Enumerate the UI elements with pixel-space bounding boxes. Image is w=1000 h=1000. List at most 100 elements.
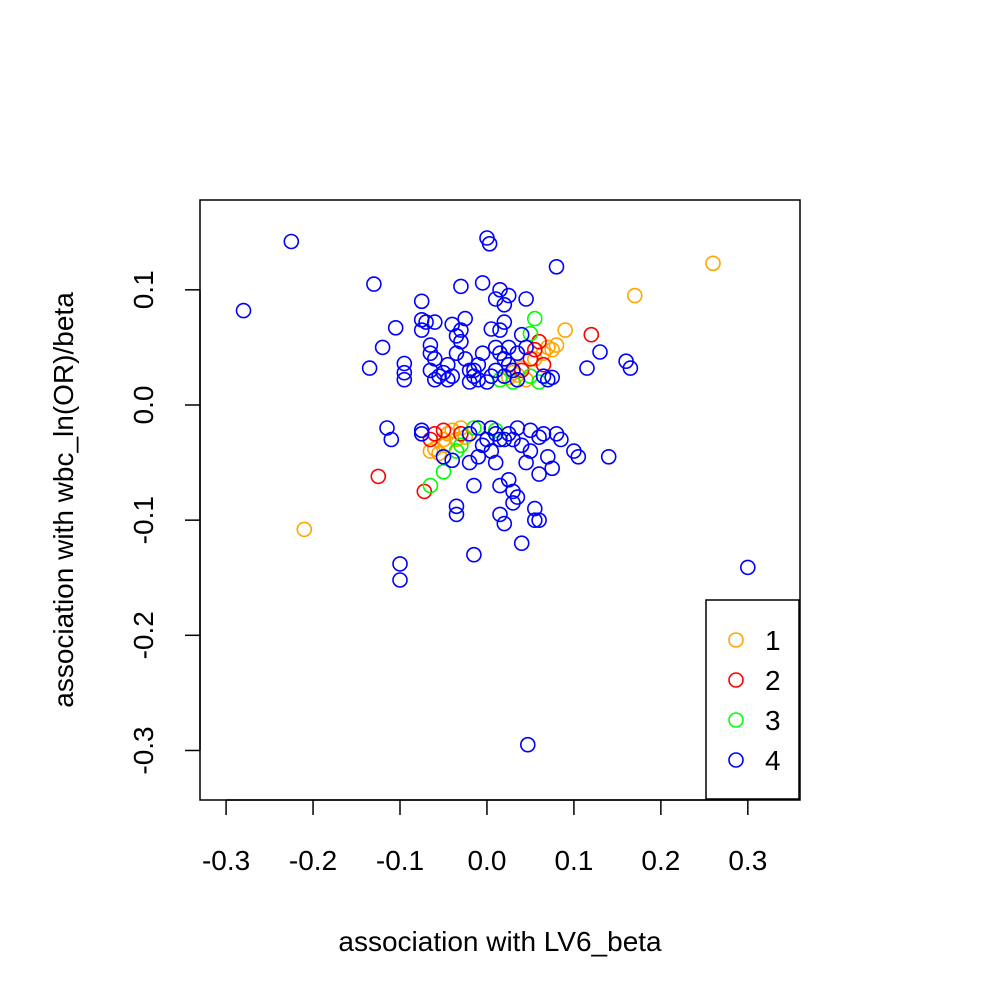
data-point-series-4 xyxy=(509,345,526,362)
data-point-series-4 xyxy=(466,546,482,563)
data-point-series-4 xyxy=(413,422,430,439)
data-point-series-4 xyxy=(531,512,547,529)
data-point-series-4 xyxy=(548,258,565,275)
x-tick-label: -0.1 xyxy=(376,845,424,876)
data-point-series-4 xyxy=(470,371,487,388)
data-point-series-4 xyxy=(474,345,491,362)
data-point-series-4 xyxy=(544,460,561,477)
data-point-series-4 xyxy=(396,355,413,372)
data-point-series-4 xyxy=(496,515,513,532)
data-point-series-4 xyxy=(383,431,400,448)
data-point-series-4 xyxy=(457,310,474,327)
data-point-series-4 xyxy=(413,293,430,310)
legend-marker xyxy=(728,632,744,648)
x-tick-label: 0.1 xyxy=(554,845,593,876)
data-point-series-4 xyxy=(283,233,300,250)
data-point-series-2 xyxy=(435,422,452,439)
data-point-series-4 xyxy=(600,448,617,465)
x-tick-label: 0.0 xyxy=(467,845,506,876)
data-point-series-1 xyxy=(548,337,565,353)
y-axis-label: association with wbc_ln(OR)/beta xyxy=(48,292,79,708)
data-point-series-4 xyxy=(448,506,465,523)
data-point-series-3 xyxy=(422,477,439,494)
data-point-series-4 xyxy=(522,443,539,459)
data-point-series-4 xyxy=(374,339,391,356)
data-point-series-4 xyxy=(396,371,413,388)
data-point-series-1 xyxy=(431,445,447,462)
data-point-series-4 xyxy=(496,368,513,385)
y-tick-label: 0.1 xyxy=(128,270,159,309)
data-point-series-4 xyxy=(483,321,500,337)
x-axis-label: association with LV6_beta xyxy=(338,926,662,957)
data-point-series-2 xyxy=(513,362,530,379)
data-point-series-3 xyxy=(435,463,452,480)
x-axis: -0.3 -0.2 -0.1 0.0 0.1 0.2 0.3 xyxy=(202,799,767,876)
data-point-series-1 xyxy=(439,425,456,442)
x-tick-label: 0.3 xyxy=(728,845,767,876)
data-point-series-4 xyxy=(544,369,561,386)
data-point-series-4 xyxy=(448,498,465,515)
data-point-series-4 xyxy=(479,374,495,390)
data-point-series-4 xyxy=(531,429,547,446)
data-point-series-1 xyxy=(457,429,474,446)
points-layer xyxy=(235,230,756,753)
data-point-series-4 xyxy=(579,360,595,376)
data-point-series-4 xyxy=(461,454,478,471)
data-point-series-4 xyxy=(444,452,461,469)
data-point-series-4 xyxy=(496,314,513,330)
legend-label: 1 xyxy=(765,625,781,656)
data-point-series-1 xyxy=(526,351,543,367)
data-point-series-4 xyxy=(518,339,534,356)
data-point-series-1 xyxy=(705,255,721,272)
data-point-series-4 xyxy=(535,425,552,442)
data-point-series-4 xyxy=(505,362,521,379)
x-tick-label: 0.2 xyxy=(641,845,680,876)
data-point-series-4 xyxy=(396,364,413,381)
data-point-series-4 xyxy=(466,477,482,494)
data-point-series-4 xyxy=(418,314,434,330)
data-point-series-4 xyxy=(592,344,608,360)
data-point-series-4 xyxy=(500,287,517,304)
data-point-series-4 xyxy=(492,281,508,298)
data-point-series-4 xyxy=(461,374,478,390)
data-point-series-4 xyxy=(531,466,547,482)
data-point-series-4 xyxy=(518,291,534,307)
data-point-series-4 xyxy=(481,236,498,252)
data-point-series-1 xyxy=(444,422,461,439)
data-point-series-4 xyxy=(500,339,517,356)
data-point-series-4 xyxy=(492,322,508,338)
data-point-series-4 xyxy=(487,362,504,379)
data-point-series-1 xyxy=(557,322,574,338)
data-point-series-4 xyxy=(622,360,639,376)
legend-label: 4 xyxy=(765,745,781,776)
y-tick-label: -0.1 xyxy=(128,496,159,544)
data-point-series-4 xyxy=(570,448,587,465)
data-point-series-4 xyxy=(361,360,378,376)
data-point-series-1 xyxy=(296,521,313,538)
data-point-series-4 xyxy=(513,437,530,454)
data-point-series-2 xyxy=(531,333,547,350)
data-point-series-4 xyxy=(509,489,526,505)
data-point-series-3 xyxy=(453,437,469,454)
data-point-series-4 xyxy=(453,278,469,295)
data-point-series-4 xyxy=(492,431,508,448)
data-point-series-4 xyxy=(470,420,487,436)
legend-box xyxy=(705,599,800,800)
data-point-series-2 xyxy=(583,326,600,343)
data-point-series-4 xyxy=(413,425,430,442)
data-point-series-4 xyxy=(461,425,478,442)
data-point-series-4 xyxy=(526,512,543,529)
data-point-series-4 xyxy=(487,454,504,471)
data-point-series-4 xyxy=(492,506,508,523)
data-point-series-3 xyxy=(526,310,543,327)
data-point-series-4 xyxy=(483,420,500,436)
data-point-series-4 xyxy=(392,572,408,588)
y-tick-label: 0.0 xyxy=(128,386,159,425)
data-point-series-4 xyxy=(553,431,569,448)
data-point-series-4 xyxy=(235,302,252,319)
data-point-series-4 xyxy=(435,448,452,465)
data-point-series-2 xyxy=(526,341,543,358)
x-tick-label: -0.3 xyxy=(202,845,250,876)
